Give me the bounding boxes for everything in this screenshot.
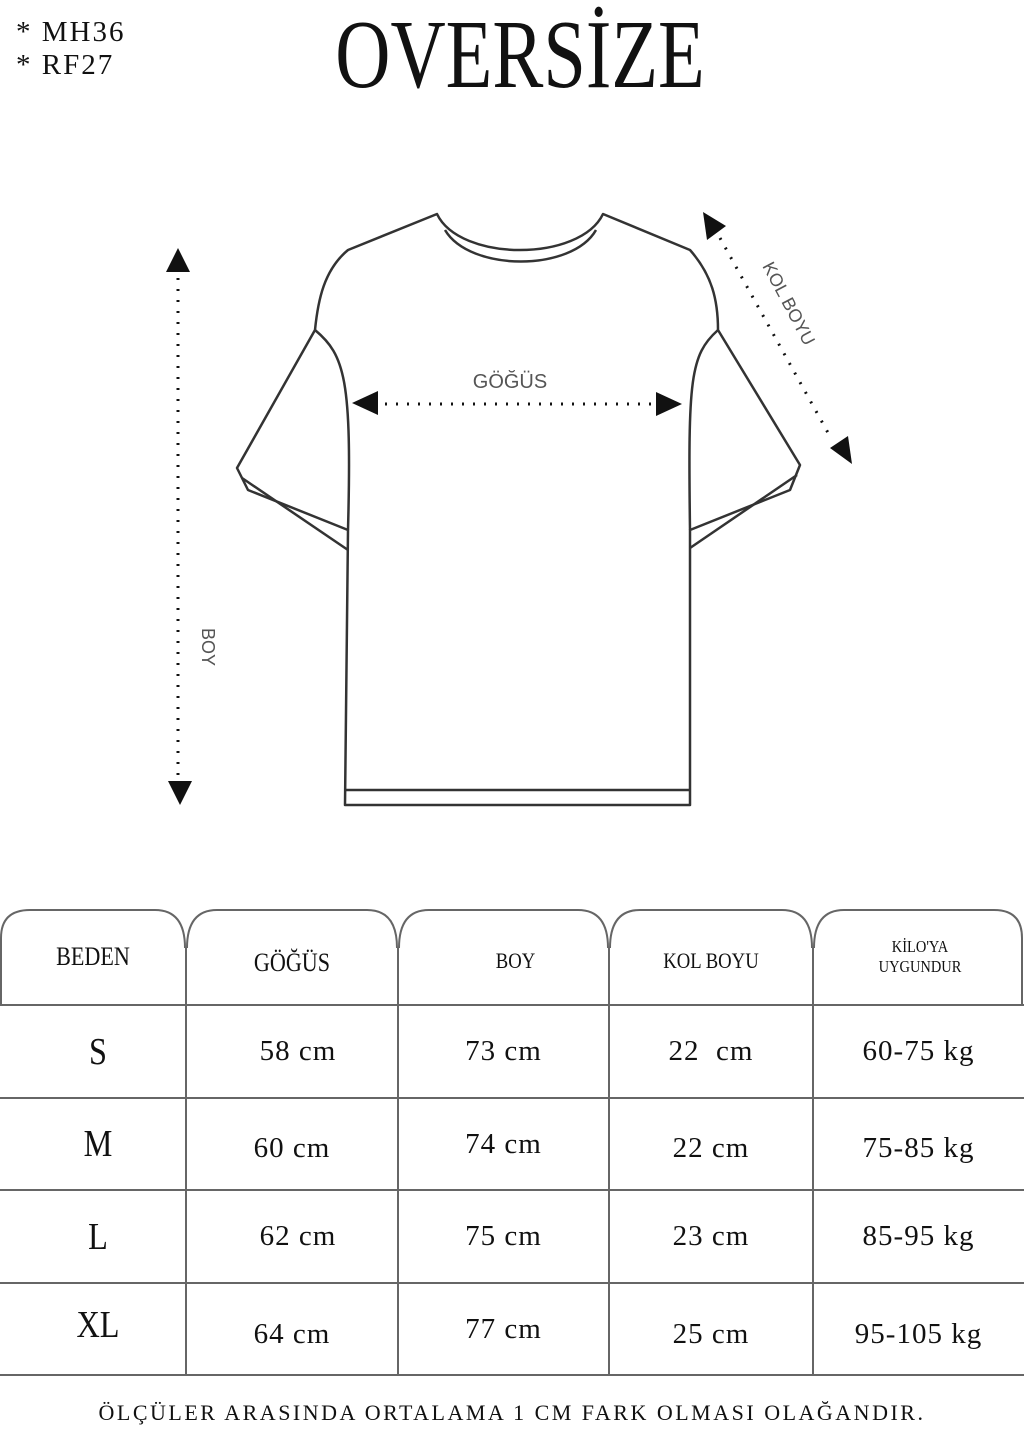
footer-note: ÖLÇÜLER ARASINDA ORTALAMA 1 CM FARK OLMA… (98, 1400, 926, 1425)
size-cell: S (89, 1030, 107, 1073)
header-gogus: GÖĞÜS (253, 947, 331, 977)
product-codes: * MH36 * RF27 (16, 16, 125, 82)
page-title: OVERSİZE (335, 1, 705, 109)
header-kol-boyu: KOL BOYU (663, 947, 759, 973)
kol-arrow (703, 212, 852, 464)
kol-cell: 25 cm (672, 1318, 750, 1350)
tshirt-diagram: GÖĞÜS BOY KOL BOYU (166, 212, 852, 807)
gogus-cell: 60 cm (253, 1131, 331, 1164)
arrow-left-icon (352, 391, 378, 415)
kilo-cell: 60-75 kg (862, 1035, 975, 1067)
length-label: BOY (198, 628, 218, 666)
size-table: BEDEN GÖĞÜS BOY KOL BOYU KİLO'YA UYGUNDU… (0, 908, 1024, 1376)
boy-cell: 77 cm (465, 1313, 542, 1345)
header-beden: BEDEN (56, 941, 130, 971)
chest-label: GÖĞÜS (473, 370, 547, 393)
size-cell: XL (76, 1303, 120, 1346)
table-grid (0, 909, 1024, 1376)
arrow-right-icon (656, 392, 682, 416)
arrow-up-left-icon (703, 212, 726, 240)
kilo-cell: 75-85 kg (862, 1131, 975, 1164)
kol-cell: 22 cm (668, 1035, 754, 1067)
code-1: * MH36 (16, 16, 126, 48)
arrow-down-right-icon (830, 436, 852, 464)
gogus-cell: 62 cm (259, 1220, 337, 1252)
arrow-up-icon (166, 248, 190, 272)
size-cell: M (83, 1123, 113, 1165)
gogus-arrow (352, 391, 682, 416)
boy-arrow (166, 248, 192, 805)
tshirt-outline (235, 212, 802, 807)
boy-cell: 74 cm (465, 1127, 542, 1160)
kilo-cell: 95-105 kg (854, 1318, 983, 1350)
kol-cell: 23 cm (672, 1220, 750, 1252)
boy-cell: 75 cm (465, 1220, 542, 1252)
size-cell: L (88, 1215, 108, 1258)
boy-cell: 73 cm (465, 1035, 542, 1067)
kol-cell: 22 cm (672, 1131, 750, 1164)
header-kilo: KİLO'YA UYGUNDUR (878, 936, 962, 976)
code-2: * RF27 (16, 49, 115, 81)
gogus-cell: 58 cm (259, 1035, 337, 1067)
sleeve-label: KOL BOYU (758, 258, 819, 348)
arrow-down-icon (168, 781, 192, 805)
kilo-cell: 85-95 kg (862, 1220, 975, 1252)
gogus-cell: 64 cm (253, 1318, 331, 1350)
header-boy: BOY (495, 947, 536, 973)
